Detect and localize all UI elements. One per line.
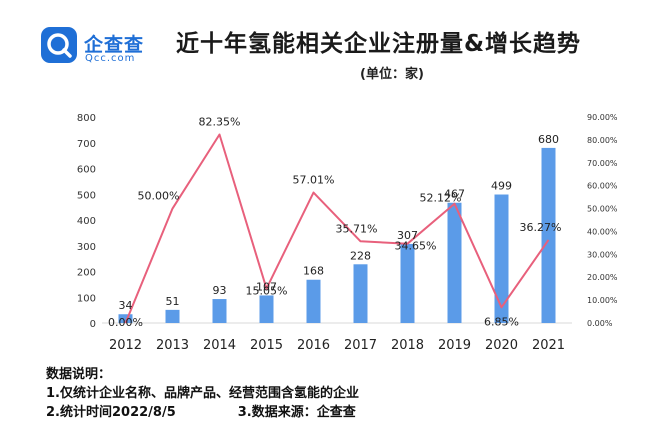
growth-rate-label: 52.12% (420, 192, 462, 205)
bar-value-label: 499 (491, 180, 512, 193)
bar (447, 202, 462, 323)
x-axis-tick-label: 2015 (250, 338, 283, 353)
right-axis-tick-label: 0.00% (587, 319, 613, 328)
bar (259, 295, 274, 323)
chart-title: 近十年氢能相关企业注册量&增长趋势 (176, 31, 582, 57)
qcc-logo-icon (41, 27, 77, 63)
left-axis-tick-label: 500 (77, 190, 96, 201)
bar (494, 194, 509, 323)
x-axis-tick-label: 2012 (109, 338, 142, 353)
qcc-logo: 企查查 Qcc.com (40, 26, 160, 70)
bar-value-label: 107 (256, 280, 277, 293)
left-axis-tick-label: 600 (77, 165, 96, 176)
growth-rate-label: 35.71% (336, 222, 378, 235)
right-axis-tick-label: 90.00% (587, 113, 618, 122)
growth-rate-label: 36.27% (520, 221, 562, 234)
left-axis-tick-label: 400 (77, 216, 96, 227)
notes-heading: 数据说明： (46, 367, 112, 382)
right-axis-tick-label: 10.00% (587, 296, 618, 305)
notes-source: 3.数据来源：企查查 (237, 405, 356, 420)
bar-value-label: 168 (303, 265, 324, 278)
notes-line-1: 1.仅统计企业名称、品牌产品、经营范围含氢能的企业 (46, 386, 359, 401)
bar (353, 264, 368, 323)
unit-note: (单位：家) (360, 67, 424, 82)
logo-name: 企查查 (84, 34, 145, 56)
growth-rate-label: 6.85% (484, 315, 519, 328)
left-axis-tick-label: 300 (77, 242, 96, 253)
right-axis-tick-label: 80.00% (587, 136, 618, 145)
bar-value-label: 34 (119, 299, 133, 312)
bar-value-label: 51 (166, 295, 180, 308)
x-axis-tick-label: 2016 (297, 338, 330, 353)
bar (541, 147, 556, 323)
bar-value-label: 93 (213, 284, 227, 297)
x-axis-tick-label: 2018 (391, 338, 424, 353)
x-axis-tick-label: 2019 (438, 338, 471, 353)
notes-stat-time: 2.统计时间2022/8/5 (46, 405, 176, 420)
right-axis-tick-label: 40.00% (587, 227, 618, 236)
bar-value-label: 680 (538, 133, 559, 146)
growth-rate-label: 57.01% (293, 174, 335, 187)
growth-rate-label: 15.05% (246, 285, 288, 298)
x-axis-tick-label: 2021 (532, 338, 565, 353)
bar (400, 243, 415, 323)
combo-chart: 0 100 200 300 400 500 600 700 800 0.00% 10.00% 20.0… (77, 113, 618, 353)
bar-value-label: 228 (350, 249, 371, 262)
left-axis-tick-label: 800 (77, 113, 96, 124)
bar (165, 309, 180, 323)
bar-value-label: 467 (444, 188, 465, 201)
bar-value-label: 307 (397, 229, 418, 242)
notes-line-2: 2.统计时间2022/8/5 3.数据来源：企查查 (46, 403, 359, 422)
left-axis-tick-label: 0 (90, 319, 96, 330)
right-axis-tick-label: 20.00% (587, 273, 618, 282)
growth-rate-label: 0.00% (108, 316, 143, 329)
right-axis-tick-label: 60.00% (587, 182, 618, 191)
growth-rate-label: 34.65% (395, 240, 437, 253)
x-axis-tick-label: 2013 (156, 338, 189, 353)
growth-rate-line (124, 133, 550, 324)
data-notes: 数据说明： 1.仅统计企业名称、品牌产品、经营范围含氢能的企业 2.统计时间20… (46, 365, 359, 422)
bar (306, 279, 321, 323)
left-axis-tick-label: 700 (77, 139, 96, 150)
x-axis-tick-label: 2014 (203, 338, 236, 353)
x-axis-tick-label: 2017 (344, 338, 377, 353)
growth-rate-label: 82.35% (199, 116, 241, 129)
left-axis-tick-label: 200 (77, 268, 96, 279)
bar (118, 314, 133, 323)
x-axis-tick-label: 2020 (485, 338, 518, 353)
logo-subtitle: Qcc.com (85, 53, 136, 64)
left-axis-tick-label: 100 (77, 293, 96, 304)
growth-rate-label: 50.00% (138, 190, 180, 203)
right-axis-tick-label: 30.00% (587, 250, 618, 259)
bar (212, 299, 227, 323)
right-axis-tick-label: 50.00% (587, 205, 618, 214)
right-axis-tick-label: 70.00% (587, 159, 618, 168)
